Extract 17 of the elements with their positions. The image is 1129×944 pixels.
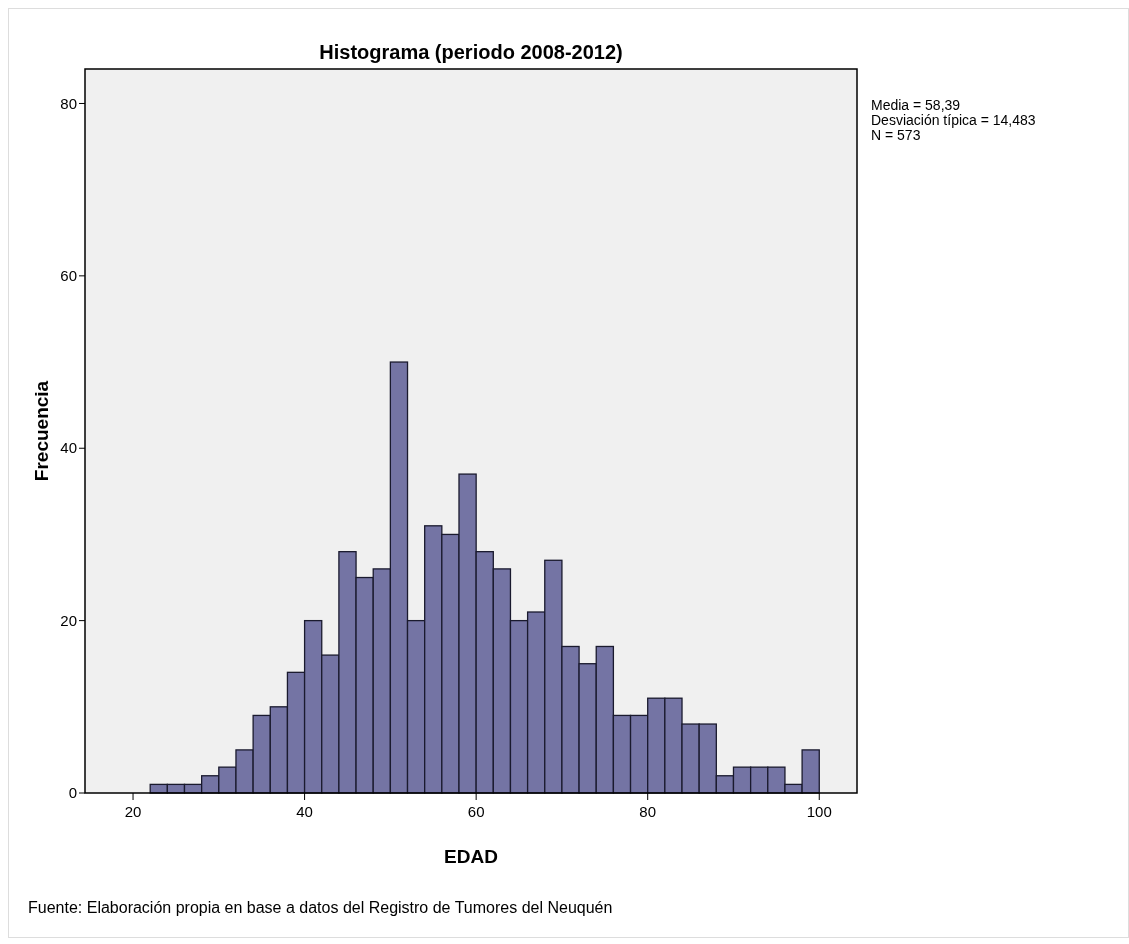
x-tick-label: 100 [806,803,832,820]
text: Desviación típica = 14,483 [871,112,1036,128]
x-tick-label: 20 [124,803,142,820]
y-tick-label: 60 [60,267,77,285]
x-tick-label: 60 [467,803,485,820]
y-tick-label: 80 [60,94,77,112]
x-tick-label: 40 [296,803,313,820]
text: Media = 58,39 [871,97,961,113]
x-tick-label: 80 [639,803,657,820]
y-axis-title: Frecuencia [31,380,52,482]
source-note: Fuente: Elaboración propia en base a datos del Registro de Tumores del Neuquén [28,899,613,916]
x-axis-title: EDAD [444,846,498,867]
text: N = 573 [871,127,921,143]
y-tick-label: 40 [60,439,77,457]
y-tick-label: 20 [60,611,77,629]
y-tick-label: 0 [68,784,77,802]
chart-title: Histograma (periodo 2008-2012) [319,41,623,63]
